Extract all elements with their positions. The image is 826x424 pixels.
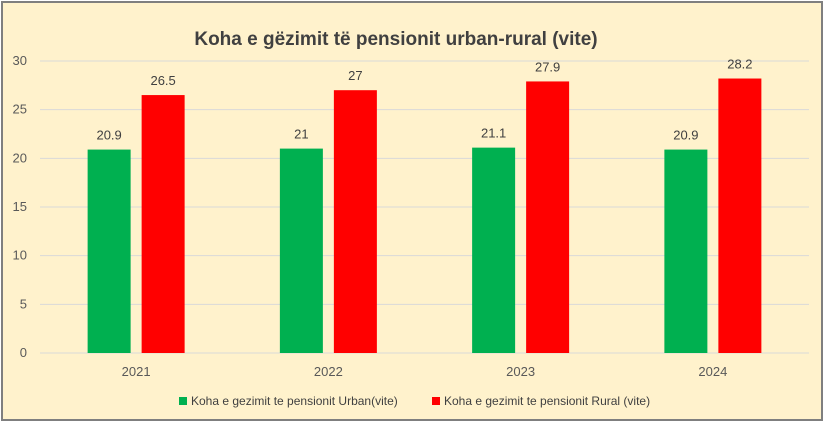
data-label: 26.5: [150, 73, 175, 88]
data-labels: 20.9 26.5 21 27 21.1 27.9 20.9 28.2: [96, 57, 752, 143]
data-label: 27: [348, 68, 362, 83]
data-label: 21.1: [481, 126, 506, 141]
y-tick-label: 0: [20, 345, 27, 360]
legend-label-rural: Koha e gezimit te pensionit Rural (vite): [444, 394, 650, 408]
x-tick-label: 2022: [314, 364, 343, 379]
x-tick-label: 2024: [698, 364, 727, 379]
chart-title: Koha e gëzimit të pensionit urban-rural …: [194, 29, 597, 50]
legend-swatch-urban: [179, 397, 187, 405]
y-tick-label: 30: [13, 53, 27, 68]
data-label: 20.9: [673, 128, 698, 143]
y-tick-label: 20: [13, 150, 27, 165]
data-label: 27.9: [535, 59, 560, 74]
legend: Koha e gezimit te pensionit Urban(vite) K…: [179, 394, 650, 408]
bar-rural-2023: [526, 81, 570, 353]
x-axis-ticks: 2021 2022 2023 2024: [122, 364, 728, 379]
bar-urban-2022: [279, 148, 323, 353]
data-label: 20.9: [96, 128, 121, 143]
bar-urban-2024: [664, 149, 708, 353]
y-axis-ticks: 0 5 10 15 20 25 30: [13, 53, 27, 360]
y-tick-label: 5: [20, 296, 27, 311]
x-tick-label: 2023: [506, 364, 535, 379]
bar-rural-2024: [718, 78, 762, 354]
y-tick-label: 25: [13, 102, 27, 117]
x-tick-label: 2021: [122, 364, 151, 379]
chart-svg: Koha e gëzimit të pensionit urban-rural …: [13, 29, 809, 408]
data-label: 21: [294, 127, 308, 142]
bar-rural-2022: [333, 90, 377, 353]
data-label: 28.2: [727, 57, 752, 72]
bar-urban-2023: [472, 147, 516, 353]
legend-swatch-rural: [432, 397, 440, 405]
bars: [87, 78, 762, 354]
y-tick-label: 15: [13, 199, 27, 214]
y-tick-label: 10: [13, 248, 27, 263]
bar-urban-2021: [87, 149, 131, 353]
bar-rural-2021: [141, 95, 185, 354]
legend-label-urban: Koha e gezimit te pensionit Urban(vite): [191, 394, 398, 408]
